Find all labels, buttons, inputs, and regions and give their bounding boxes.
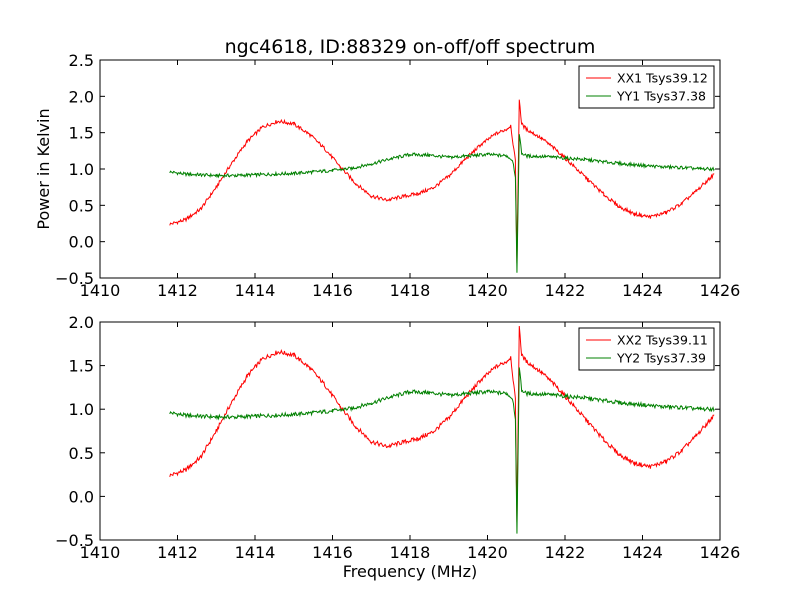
series-line-yy <box>169 134 715 273</box>
legend-label: XX1 Tsys39.12 <box>617 71 708 86</box>
x-tick-label: 1422 <box>545 281 586 300</box>
x-tick-label: 1410 <box>80 281 121 300</box>
x-tick-label: 1424 <box>622 543 663 562</box>
x-tick-label: 1420 <box>467 543 508 562</box>
x-tick-label: 1412 <box>157 281 198 300</box>
series-line-xx <box>169 325 715 523</box>
legend: XX2 Tsys39.11 YY2 Tsys37.39 <box>578 327 715 371</box>
x-tick-label: 1412 <box>157 543 198 562</box>
x-tick-label: 1426 <box>700 543 741 562</box>
x-tick-label: 1426 <box>700 281 741 300</box>
x-axis-label: Frequency (MHz) <box>343 562 477 581</box>
x-tick-label: 1420 <box>467 281 508 300</box>
x-tick-label: 1416 <box>312 543 353 562</box>
legend-box <box>578 327 715 371</box>
y-axis-label: Power in Kelvin <box>34 108 53 229</box>
x-tick-label: 1414 <box>235 543 276 562</box>
y-tick-label: 1.0 <box>69 400 94 419</box>
y-tick-label: 0.5 <box>69 444 94 463</box>
y-tick-label: 0.5 <box>69 196 94 215</box>
y-tick-label: 2.0 <box>69 87 94 106</box>
y-tick-label: 1.5 <box>69 124 94 143</box>
x-tick-label: 1414 <box>235 281 276 300</box>
x-tick-label: 1416 <box>312 281 353 300</box>
legend-label: XX2 Tsys39.11 <box>617 333 708 348</box>
y-tick-label: 0.0 <box>69 233 94 252</box>
series-line-xx <box>169 99 715 264</box>
top-panel: 1410 1412 1414 1416 1418 1420 1422 1424 1426 −0.5… <box>55 51 740 300</box>
chart-title: ngc4618, ID:88329 on-off/off spectrum <box>225 36 596 58</box>
series-line-yy <box>169 367 715 534</box>
y-tick-label: 2.5 <box>69 51 94 70</box>
y-tick-label: 2.0 <box>69 313 94 332</box>
y-tick-label: −0.5 <box>55 531 94 550</box>
x-tick-label: 1422 <box>545 543 586 562</box>
y-tick-label: 1.0 <box>69 160 94 179</box>
legend: XX1 Tsys39.12 YY1 Tsys37.38 <box>578 65 715 109</box>
legend-label: YY2 Tsys37.39 <box>616 351 706 366</box>
y-tick-label: 1.5 <box>69 357 94 376</box>
legend-label: YY1 Tsys37.38 <box>616 89 706 104</box>
x-tick-label: 1410 <box>80 543 121 562</box>
x-tick-label: 1418 <box>390 543 431 562</box>
y-tick-label: 0.0 <box>69 487 94 506</box>
bottom-panel: 1410 1412 1414 1416 1418 1420 1422 1424 1426 −0.5… <box>55 313 740 562</box>
y-tick-label: −0.5 <box>55 269 94 288</box>
legend-box <box>578 65 715 109</box>
x-tick-label: 1418 <box>390 281 431 300</box>
x-tick-label: 1424 <box>622 281 663 300</box>
